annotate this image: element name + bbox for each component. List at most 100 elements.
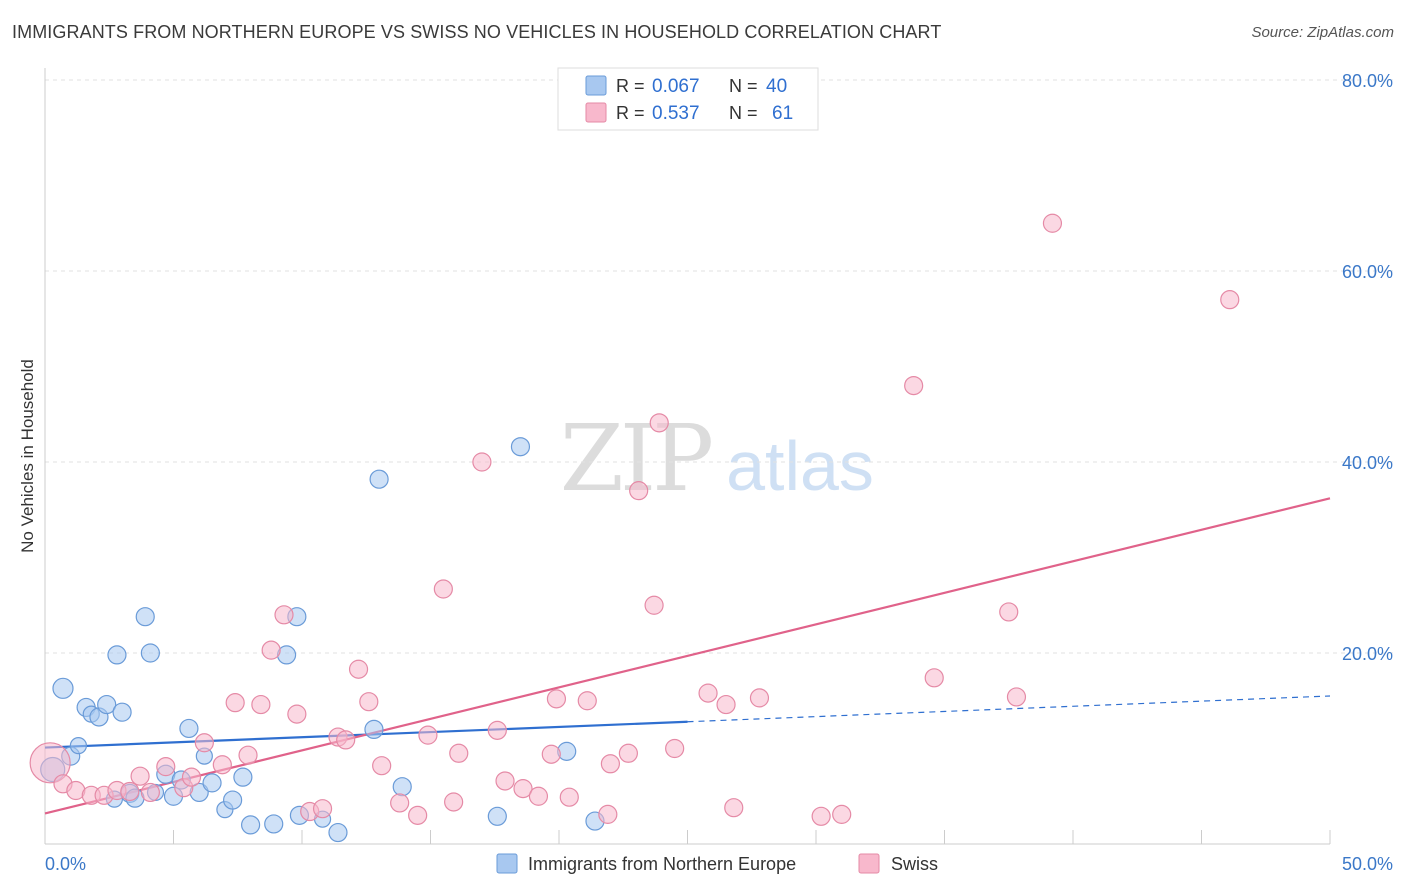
legend-n-value-2: 61: [772, 103, 793, 124]
point-swiss: [749, 688, 770, 708]
legend-r-label-2: R =: [616, 103, 645, 123]
series-legend: Immigrants from Northern Europe Swiss: [496, 853, 938, 874]
point-swiss: [513, 779, 533, 799]
point-northern-europe: [223, 790, 243, 810]
bottom-legend-label-swiss: Swiss: [891, 854, 938, 874]
point-swiss: [904, 376, 924, 396]
point-northern-europe: [179, 718, 199, 739]
legend-n-value-1: 40: [766, 76, 787, 97]
point-northern-europe: [233, 767, 253, 787]
point-swiss: [832, 804, 852, 824]
point-swiss: [546, 689, 567, 709]
point-northern-europe: [392, 777, 412, 797]
x-tick-label-max: 50.0%: [1342, 854, 1393, 874]
points-layer: [29, 213, 1240, 843]
point-swiss: [629, 481, 649, 501]
point-swiss: [559, 787, 579, 807]
point-swiss: [649, 413, 669, 433]
point-swiss: [1042, 213, 1063, 233]
y-tick-label: 60.0%: [1342, 262, 1393, 282]
point-swiss: [724, 798, 744, 818]
point-swiss: [698, 683, 718, 703]
source-note: Source: ZipAtlas.com: [1251, 24, 1394, 41]
legend-r-value-2: 0.537: [652, 103, 700, 124]
point-northern-europe: [328, 822, 348, 843]
point-swiss: [472, 452, 492, 472]
x-tick-label-min: 0.0%: [45, 854, 86, 874]
point-swiss: [359, 692, 379, 712]
grid-layer: [45, 79, 1395, 654]
point-swiss: [924, 668, 944, 688]
point-swiss: [130, 766, 150, 786]
point-swiss: [238, 745, 258, 765]
point-northern-europe: [264, 814, 284, 834]
point-northern-europe: [112, 702, 132, 722]
point-swiss: [444, 792, 464, 812]
correlation-legend: R = 0.067 N = 40 R = 0.537 N = 61: [557, 67, 819, 131]
point-northern-europe: [135, 607, 155, 627]
point-northern-europe: [140, 643, 160, 663]
trend-line-northern-europe-extension: [687, 695, 1331, 723]
point-swiss: [390, 793, 410, 813]
point-swiss: [541, 744, 561, 764]
point-swiss: [600, 754, 621, 774]
watermark-atlas: atlas: [726, 427, 874, 505]
point-swiss: [336, 730, 356, 750]
bottom-legend-label-northern-europe: Immigrants from Northern Europe: [528, 854, 796, 874]
chart-title: IMMIGRANTS FROM NORTHERN EUROPE VS SWISS…: [12, 22, 942, 42]
point-swiss: [999, 602, 1019, 622]
tick-labels: 20.0% 40.0% 60.0% 80.0% 0.0% 50.0%: [45, 71, 1393, 874]
point-northern-europe: [241, 815, 261, 835]
point-swiss: [348, 659, 369, 679]
y-tick-label: 80.0%: [1342, 71, 1393, 91]
point-swiss: [618, 743, 638, 763]
point-swiss: [408, 805, 428, 825]
point-northern-europe: [52, 677, 74, 699]
point-swiss: [274, 605, 294, 625]
point-swiss: [287, 704, 307, 724]
bottom-legend-swatch-northern-europe: [496, 853, 518, 874]
point-swiss: [449, 743, 469, 763]
point-swiss: [156, 757, 176, 777]
point-northern-europe: [369, 469, 389, 489]
point-swiss: [120, 781, 140, 802]
point-northern-europe: [202, 773, 222, 793]
point-northern-europe: [487, 806, 507, 826]
point-swiss: [528, 786, 549, 806]
point-swiss: [225, 693, 245, 713]
point-swiss: [598, 804, 618, 824]
point-swiss: [1220, 290, 1240, 310]
legend-swatch-swiss: [585, 102, 607, 123]
point-northern-europe: [69, 737, 88, 755]
point-swiss: [487, 720, 507, 740]
point-swiss: [418, 725, 438, 745]
y-tick-label: 40.0%: [1342, 453, 1393, 473]
point-swiss: [181, 767, 202, 787]
point-swiss: [716, 694, 736, 715]
point-swiss: [433, 579, 453, 599]
point-swiss: [251, 694, 271, 715]
point-swiss: [577, 691, 597, 711]
y-tick-label: 20.0%: [1342, 644, 1393, 664]
point-swiss: [261, 640, 281, 660]
point-northern-europe: [364, 719, 384, 740]
point-northern-europe: [97, 694, 117, 715]
point-swiss: [372, 756, 392, 776]
legend-swatch-northern-europe: [585, 75, 607, 96]
point-swiss: [312, 799, 333, 819]
legend-r-label-1: R =: [616, 76, 645, 96]
point-swiss: [194, 733, 214, 753]
trend-line-swiss: [44, 497, 1331, 815]
legend-n-label-1: N =: [729, 76, 758, 96]
point-swiss: [29, 742, 71, 784]
trend-lines: [44, 497, 1331, 815]
point-swiss: [665, 738, 685, 759]
point-swiss: [644, 595, 664, 615]
legend-r-value-1: 0.067: [652, 76, 700, 97]
point-swiss: [212, 755, 232, 775]
point-swiss: [1006, 687, 1027, 707]
point-swiss: [811, 806, 831, 826]
legend-n-label-2: N =: [729, 103, 758, 123]
point-northern-europe: [510, 437, 531, 457]
point-northern-europe: [107, 645, 127, 665]
